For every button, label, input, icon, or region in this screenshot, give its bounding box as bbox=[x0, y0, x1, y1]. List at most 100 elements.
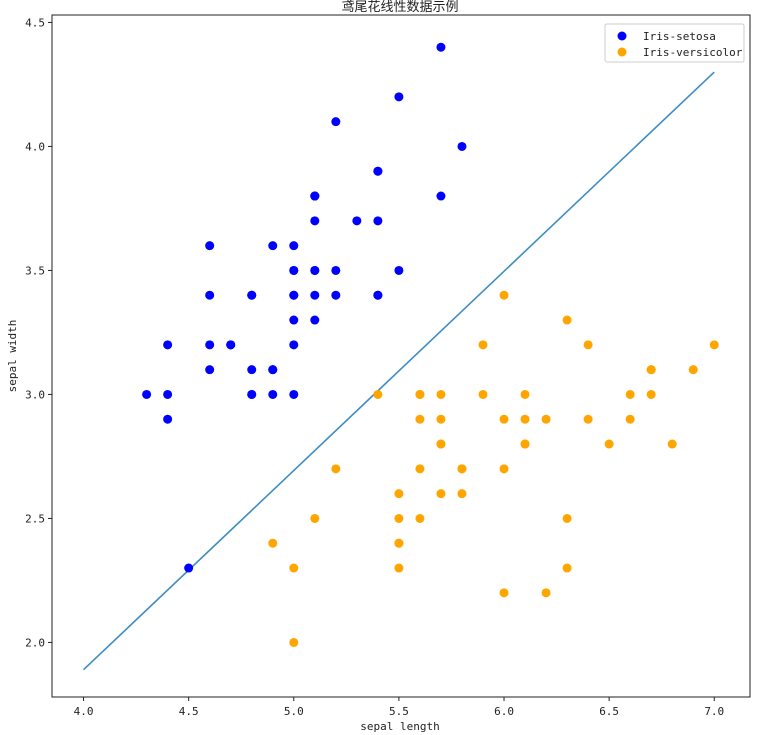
point-setosa bbox=[436, 42, 446, 52]
point-setosa bbox=[394, 265, 404, 275]
point-versicolor bbox=[541, 588, 551, 598]
point-versicolor bbox=[604, 439, 614, 449]
point-versicolor bbox=[499, 464, 509, 474]
point-setosa bbox=[268, 241, 278, 251]
point-versicolor bbox=[562, 315, 572, 325]
point-setosa bbox=[457, 141, 467, 151]
point-versicolor bbox=[331, 464, 341, 474]
point-versicolor bbox=[373, 389, 383, 399]
x-tick-label: 6.5 bbox=[599, 705, 619, 718]
point-versicolor bbox=[436, 489, 446, 499]
legend-label-setosa: Iris-setosa bbox=[643, 30, 716, 43]
point-setosa bbox=[142, 389, 152, 399]
point-versicolor bbox=[520, 414, 530, 424]
point-versicolor bbox=[709, 340, 719, 350]
point-versicolor bbox=[520, 389, 530, 399]
point-setosa bbox=[373, 290, 383, 300]
point-versicolor bbox=[394, 513, 404, 523]
point-versicolor bbox=[646, 365, 656, 375]
y-axis-label: sepal width bbox=[6, 320, 19, 393]
legend-label-versicolor: Iris-versicolor bbox=[643, 46, 743, 59]
point-versicolor bbox=[394, 563, 404, 573]
point-versicolor bbox=[289, 563, 299, 573]
point-versicolor bbox=[499, 290, 509, 300]
point-setosa bbox=[289, 315, 299, 325]
point-versicolor bbox=[478, 389, 488, 399]
point-setosa bbox=[331, 290, 341, 300]
point-versicolor bbox=[646, 389, 656, 399]
point-setosa bbox=[331, 117, 341, 127]
point-versicolor bbox=[520, 439, 530, 449]
point-versicolor bbox=[394, 538, 404, 548]
point-versicolor bbox=[688, 365, 698, 375]
point-setosa bbox=[436, 191, 446, 201]
point-versicolor bbox=[541, 414, 551, 424]
point-setosa bbox=[310, 290, 320, 300]
y-tick-label: 4.5 bbox=[25, 16, 45, 29]
plot-frame bbox=[51, 14, 751, 698]
point-versicolor bbox=[436, 414, 446, 424]
point-versicolor bbox=[499, 414, 509, 424]
y-axis: 2.0 2.5 3.0 3.5 4.0 4.5 bbox=[25, 16, 52, 649]
point-versicolor bbox=[436, 439, 446, 449]
point-versicolor bbox=[415, 464, 425, 474]
point-setosa bbox=[163, 414, 173, 424]
point-versicolor bbox=[457, 489, 467, 499]
point-versicolor bbox=[436, 389, 446, 399]
point-setosa bbox=[268, 389, 278, 399]
point-versicolor bbox=[583, 340, 593, 350]
point-setosa bbox=[163, 340, 173, 350]
point-setosa bbox=[289, 290, 299, 300]
y-tick-label: 3.0 bbox=[25, 388, 45, 401]
x-axis: 4.0 4.5 5.0 5.5 6.0 6.5 7.0 bbox=[74, 697, 724, 718]
point-versicolor bbox=[289, 637, 299, 647]
point-setosa bbox=[373, 216, 383, 226]
point-versicolor bbox=[310, 513, 320, 523]
y-tick-label: 2.0 bbox=[25, 636, 45, 649]
x-tick-label: 4.0 bbox=[74, 705, 94, 718]
legend-marker-setosa bbox=[617, 31, 627, 41]
point-versicolor bbox=[415, 414, 425, 424]
point-setosa bbox=[205, 365, 215, 375]
point-versicolor bbox=[499, 588, 509, 598]
point-versicolor bbox=[457, 464, 467, 474]
point-versicolor bbox=[562, 513, 572, 523]
plot-area bbox=[51, 14, 751, 698]
point-versicolor bbox=[394, 489, 404, 499]
point-setosa bbox=[247, 389, 257, 399]
point-setosa bbox=[289, 265, 299, 275]
legend-marker-versicolor bbox=[617, 47, 627, 57]
point-setosa bbox=[163, 389, 173, 399]
point-setosa bbox=[310, 265, 320, 275]
point-setosa bbox=[289, 389, 299, 399]
point-versicolor bbox=[625, 414, 635, 424]
point-versicolor bbox=[415, 513, 425, 523]
point-setosa bbox=[247, 365, 257, 375]
point-versicolor bbox=[583, 414, 593, 424]
point-setosa bbox=[352, 216, 362, 226]
x-tick-label: 5.0 bbox=[284, 705, 304, 718]
point-versicolor bbox=[415, 389, 425, 399]
point-setosa bbox=[394, 92, 404, 102]
point-setosa bbox=[310, 191, 320, 201]
points-layer bbox=[142, 42, 719, 647]
y-tick-label: 4.0 bbox=[25, 140, 45, 153]
legend-box bbox=[604, 23, 745, 63]
x-tick-label: 6.0 bbox=[494, 705, 514, 718]
legend: Iris-setosa Iris-versicolor bbox=[604, 23, 745, 63]
y-tick-label: 2.5 bbox=[25, 512, 45, 525]
point-setosa bbox=[226, 340, 236, 350]
point-setosa bbox=[373, 166, 383, 176]
chart-title: 鸢尾花线性数据示例 bbox=[341, 0, 458, 15]
point-versicolor bbox=[562, 563, 572, 573]
point-setosa bbox=[331, 265, 341, 275]
point-setosa bbox=[205, 290, 215, 300]
point-setosa bbox=[268, 365, 278, 375]
x-tick-label: 4.5 bbox=[179, 705, 199, 718]
point-setosa bbox=[289, 340, 299, 350]
point-versicolor bbox=[667, 439, 677, 449]
point-setosa bbox=[205, 241, 215, 251]
point-versicolor bbox=[478, 340, 488, 350]
y-tick-label: 3.5 bbox=[25, 264, 45, 277]
